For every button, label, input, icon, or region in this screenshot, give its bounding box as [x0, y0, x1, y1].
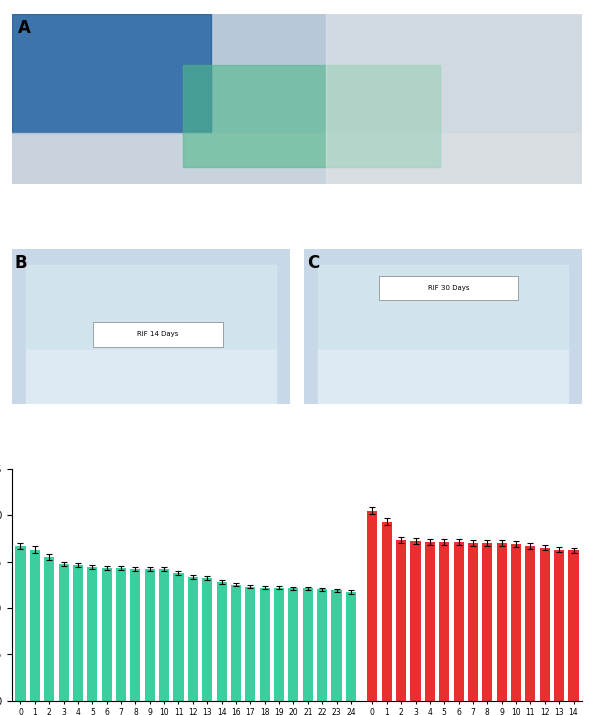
Bar: [145, 569, 155, 701]
Bar: [317, 589, 327, 701]
Bar: [511, 544, 521, 701]
Bar: [59, 564, 69, 701]
Bar: [44, 557, 54, 701]
Bar: [15, 546, 26, 701]
Bar: [217, 582, 227, 701]
Text: RIF 30 Days: RIF 30 Days: [428, 285, 469, 291]
Bar: [554, 550, 564, 701]
Bar: [260, 588, 270, 701]
Bar: [26, 350, 276, 404]
Bar: [367, 511, 377, 701]
Bar: [288, 588, 298, 701]
Bar: [410, 541, 421, 701]
Bar: [102, 568, 112, 701]
Text: C: C: [307, 254, 319, 272]
Bar: [73, 566, 83, 701]
Bar: [173, 573, 184, 701]
Bar: [231, 585, 241, 701]
Bar: [331, 591, 342, 701]
Bar: [245, 586, 255, 701]
Text: A: A: [18, 19, 30, 37]
Bar: [303, 588, 313, 701]
Bar: [439, 542, 449, 701]
Bar: [382, 522, 392, 701]
Bar: [183, 65, 440, 167]
Bar: [130, 569, 140, 701]
Bar: [30, 550, 40, 701]
Bar: [497, 543, 507, 701]
FancyBboxPatch shape: [379, 275, 518, 300]
Text: B: B: [15, 254, 27, 272]
Bar: [116, 568, 126, 701]
Bar: [468, 543, 478, 701]
Bar: [454, 542, 464, 701]
Bar: [540, 548, 550, 701]
Bar: [425, 542, 435, 701]
FancyBboxPatch shape: [93, 322, 223, 347]
Bar: [159, 569, 169, 701]
Bar: [568, 551, 579, 701]
Bar: [87, 567, 97, 701]
FancyBboxPatch shape: [12, 14, 582, 184]
Text: RIF 14 Days: RIF 14 Days: [137, 331, 179, 337]
Bar: [274, 588, 284, 701]
Bar: [12, 133, 582, 184]
Bar: [202, 578, 212, 701]
Bar: [12, 14, 211, 133]
Bar: [525, 546, 535, 701]
Bar: [482, 543, 492, 701]
Bar: [26, 265, 276, 350]
Bar: [346, 592, 356, 701]
Bar: [188, 577, 198, 701]
Bar: [318, 350, 568, 404]
Bar: [318, 265, 568, 350]
Bar: [326, 14, 582, 184]
Bar: [396, 541, 406, 701]
